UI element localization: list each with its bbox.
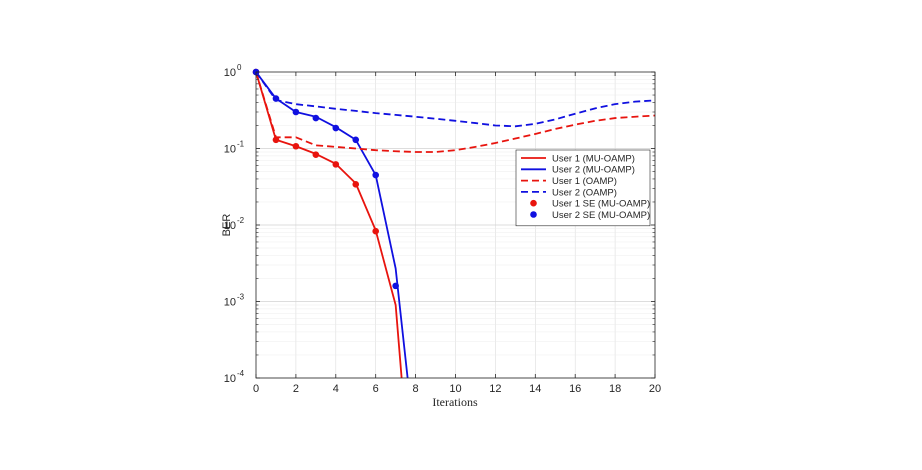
legend-item: User 1 (OAMP) xyxy=(521,176,617,187)
y-tick-label: 10 -3 xyxy=(224,293,245,309)
point-user-2-se-mu-oamp xyxy=(352,136,360,144)
point-user-1-se-mu-oamp xyxy=(312,151,320,158)
point-user-2-se-mu-oamp xyxy=(292,108,300,116)
point-user-1-se-mu-oamp xyxy=(372,227,380,235)
y-tick-exponent: -3 xyxy=(237,293,245,302)
legend-item: User 2 (OAMP) xyxy=(521,187,617,198)
y-tick-base: 10 xyxy=(224,67,236,79)
point-user-1-se-mu-oamp xyxy=(332,161,340,168)
y-tick-label: 10 0 xyxy=(224,63,242,79)
y-axis-label: BER xyxy=(221,214,233,237)
y-tick-label: 10 -1 xyxy=(224,140,245,156)
x-tick-label: 0 xyxy=(253,383,259,395)
y-tick-exponent: -4 xyxy=(237,369,245,378)
legend-item: User 1 SE (MU-OAMP) xyxy=(530,199,650,210)
point-user-2-se-mu-oamp xyxy=(392,282,399,290)
legend-box xyxy=(515,149,651,227)
markers-layer xyxy=(252,68,399,290)
legend-marker-swatch xyxy=(530,199,537,207)
x-tick-label: 12 xyxy=(489,383,501,395)
legend-label: User 2 (OAMP) xyxy=(552,187,617,198)
x-tick-label: 10 xyxy=(449,383,461,395)
legend: User 1 (MU-OAMP)User 2 (MU-OAMP)User 1 (… xyxy=(515,149,651,227)
y-tick-label: 10 -4 xyxy=(224,369,245,385)
y-tick-base: 10 xyxy=(224,220,236,232)
legend-item: User 2 SE (MU-OAMP) xyxy=(530,210,650,221)
series-line-user-1-oamp xyxy=(256,72,655,153)
x-axis-label: Iterations xyxy=(432,395,478,409)
point-user-1-se-mu-oamp xyxy=(352,181,360,188)
x-tick-label: 14 xyxy=(529,383,541,395)
y-tick-label: 10 -2 xyxy=(224,216,245,232)
x-tick-label: 4 xyxy=(333,383,339,395)
x-tick-label: 6 xyxy=(373,383,379,395)
x-tick-label: 18 xyxy=(609,383,621,395)
y-tick-base: 10 xyxy=(224,144,236,156)
y-tick-base: 10 xyxy=(224,373,236,385)
y-tick-exponent: -2 xyxy=(237,216,245,225)
x-tick-label: 16 xyxy=(569,383,581,395)
legend-label: User 2 SE (MU-OAMP) xyxy=(552,210,650,221)
x-tick-label: 20 xyxy=(649,383,661,395)
series-line-user-2-oamp xyxy=(256,72,655,128)
legend-label: User 1 (OAMP) xyxy=(552,176,617,187)
y-tick-base: 10 xyxy=(224,297,236,309)
point-user-2-se-mu-oamp xyxy=(332,124,340,132)
legend-label: User 1 SE (MU-OAMP) xyxy=(552,199,650,210)
point-user-2-se-mu-oamp xyxy=(372,171,380,179)
point-user-1-se-mu-oamp xyxy=(292,142,300,150)
x-tick-label: 8 xyxy=(413,383,419,395)
point-user-1-se-mu-oamp xyxy=(272,136,280,144)
x-tick-label: 2 xyxy=(293,383,299,395)
legend-label: User 1 (MU-OAMP) xyxy=(552,153,635,164)
legend-item: User 1 (MU-OAMP) xyxy=(521,153,635,164)
y-tick-exponent: -1 xyxy=(237,140,245,149)
legend-item: User 2 (MU-OAMP) xyxy=(521,165,635,176)
legend-label: User 2 (MU-OAMP) xyxy=(552,165,635,176)
point-user-2-se-mu-oamp xyxy=(272,95,280,102)
legend-marker-swatch xyxy=(530,211,537,218)
point-user-2-se-mu-oamp xyxy=(312,114,320,122)
y-tick-exponent: 0 xyxy=(237,63,242,72)
